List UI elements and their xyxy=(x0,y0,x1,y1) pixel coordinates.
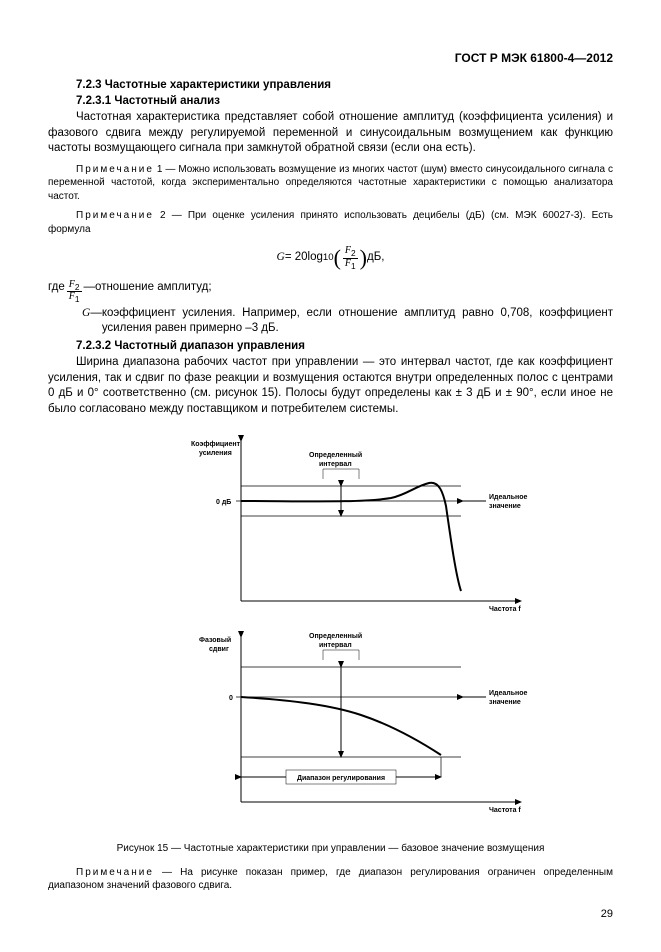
formula: G = 20log10 ( F2 F1 ) дБ, xyxy=(48,246,613,270)
where-2-sym: G xyxy=(82,306,90,322)
note-1: Примечание 1 — Можно использовать возмущ… xyxy=(48,163,613,204)
note-1-lead: Примечание xyxy=(76,164,154,175)
note-3: Примечание — На рисунке показан пример, … xyxy=(48,866,613,893)
svg-text:интервал: интервал xyxy=(319,642,352,649)
where-2-text: коэффициент усиления. Например, если отн… xyxy=(102,306,613,337)
svg-text:Частота f: Частота f xyxy=(489,606,521,613)
heading-723: 7.2.3 Частотные характеристики управлени… xyxy=(48,78,613,94)
svg-text:значение: значение xyxy=(489,699,521,706)
where-1-text: отношение амплитуд; xyxy=(95,280,211,296)
where-line-1: где F2 F1 — отношение амплитуд; xyxy=(48,280,613,304)
svg-text:Определенный: Определенный xyxy=(309,632,362,640)
svg-text:интервал: интервал xyxy=(319,461,352,468)
svg-text:значение: значение xyxy=(489,503,521,510)
figure-15: Коэффициент усиления 0 дБ Определенный и… xyxy=(91,431,571,832)
formula-eq: = 20log xyxy=(285,250,323,266)
note-3-lead: Примечание xyxy=(76,867,154,878)
doc-header: ГОСТ Р МЭК 61800-4—2012 xyxy=(48,50,613,66)
svg-text:0 дБ: 0 дБ xyxy=(216,499,231,506)
svg-text:Частота f: Частота f xyxy=(489,807,521,814)
svg-text:0: 0 xyxy=(229,695,233,702)
svg-text:усиления: усиления xyxy=(199,450,232,457)
para-intro: Частотная характеристика представляет со… xyxy=(48,110,613,157)
where-line-2: G — коэффициент усиления. Например, если… xyxy=(48,306,613,337)
formula-logbase: 10 xyxy=(323,252,334,265)
where-1-dash: — xyxy=(84,280,96,296)
para-bandwidth: Ширина диапазона рабочих частот при упра… xyxy=(48,355,613,417)
svg-text:Определенный: Определенный xyxy=(309,451,362,459)
figure-bottom-chart: Фазовый сдвиг 0 Определенный интервал Ид… xyxy=(91,627,571,827)
figure-caption: Рисунок 15 — Частотные характеристики пр… xyxy=(48,842,613,856)
note-2: Примечание 2 — При оценке усиления приня… xyxy=(48,209,613,236)
formula-unit: дБ, xyxy=(367,250,384,266)
formula-lhs: G xyxy=(277,250,285,266)
page-number: 29 xyxy=(48,907,613,922)
note-2-lead: Примечание xyxy=(76,210,154,221)
heading-7232: 7.2.3.2 Частотный диапазон управления xyxy=(48,339,613,355)
svg-text:Коэффициент: Коэффициент xyxy=(191,441,241,448)
svg-text:Фазовый: Фазовый xyxy=(199,636,231,644)
rparen-icon: ) xyxy=(360,249,367,267)
formula-fraction: F2 F1 xyxy=(343,246,358,270)
where-lead: где xyxy=(48,280,65,296)
figure-top-chart: Коэффициент усиления 0 дБ Определенный и… xyxy=(91,431,571,621)
svg-text:Диапазон регулирования: Диапазон регулирования xyxy=(297,775,385,782)
svg-text:Идеальное: Идеальное xyxy=(489,690,528,697)
svg-text:Идеальное: Идеальное xyxy=(489,494,528,501)
heading-7231: 7.2.3.1 Частотный анализ xyxy=(48,94,613,110)
svg-text:сдвиг: сдвиг xyxy=(209,646,229,653)
where-fraction: F2 F1 xyxy=(67,280,82,304)
where-2-dash: — xyxy=(90,306,102,322)
lparen-icon: ( xyxy=(334,249,341,267)
